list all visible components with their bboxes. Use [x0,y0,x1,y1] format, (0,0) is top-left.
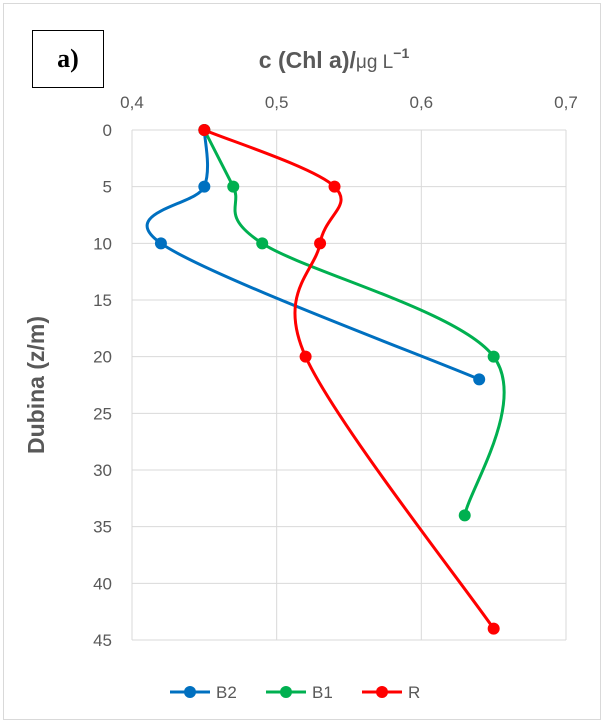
series-markers-b1 [198,124,500,522]
legend-label: B1 [312,683,333,702]
series-markers-b2 [154,124,486,386]
series-markers-r [198,124,500,635]
legend-item-b2: B2 [170,683,237,702]
y-tick-label: 15 [93,291,112,310]
y-tick-label: 25 [93,404,112,423]
data-point-r [314,237,327,250]
x-axis-title-prefix: c (Chl a)/ [259,47,357,73]
series-line-b1 [202,128,506,517]
y-tick-label: 40 [93,574,112,593]
data-point-r [487,622,500,635]
x-axis-title: c (Chl a)/μg L−1 [259,45,410,73]
data-point-b2 [473,373,486,386]
series-b2 [145,128,481,381]
y-tick-label: 45 [93,631,112,650]
x-axis-title-exponent: −1 [393,45,409,61]
series-b1 [202,128,506,517]
series-r [202,128,496,631]
data-point-b1 [487,350,500,363]
data-point-b2 [198,180,211,193]
legend-label: B2 [216,683,237,702]
legend-marker [376,686,388,698]
x-tick-label: 0,4 [120,93,144,112]
x-axis-title-unit: μg L [356,52,393,73]
series-line-r [202,128,496,631]
legend-item-r: R [362,683,420,702]
series-layer [145,124,506,635]
data-point-r [198,124,211,136]
legend-marker [184,686,196,698]
data-point-b1 [256,237,269,250]
legend-item-b1: B1 [266,683,333,702]
series-line-b2 [145,128,481,381]
legend-marker [280,686,292,698]
legend-label: R [408,683,420,702]
y-tick-label: 5 [103,178,112,197]
data-point-b2 [154,237,167,250]
y-tick-label: 0 [103,121,112,140]
chart-frame [3,3,601,720]
data-point-r [328,180,341,193]
y-axis-title: Dubina (z/m) [23,316,49,454]
y-tick-label: 30 [93,461,112,480]
y-tick-label: 20 [93,348,112,367]
y-tick-label: 10 [93,234,112,253]
data-point-b1 [227,180,240,193]
gridlines [131,129,567,641]
tick-labels: 0,4 0,5 0,6 0,7 0 5 10 15 20 25 30 35 40 45 [93,93,578,650]
y-tick-label: 35 [93,518,112,537]
x-tick-label: 0,7 [554,93,578,112]
x-tick-label: 0,6 [410,93,434,112]
legend: B2 B1 R [170,683,420,702]
data-point-b1 [458,509,471,522]
data-point-r [299,350,312,363]
x-tick-label: 0,5 [265,93,289,112]
panel-label: a) [32,30,104,88]
